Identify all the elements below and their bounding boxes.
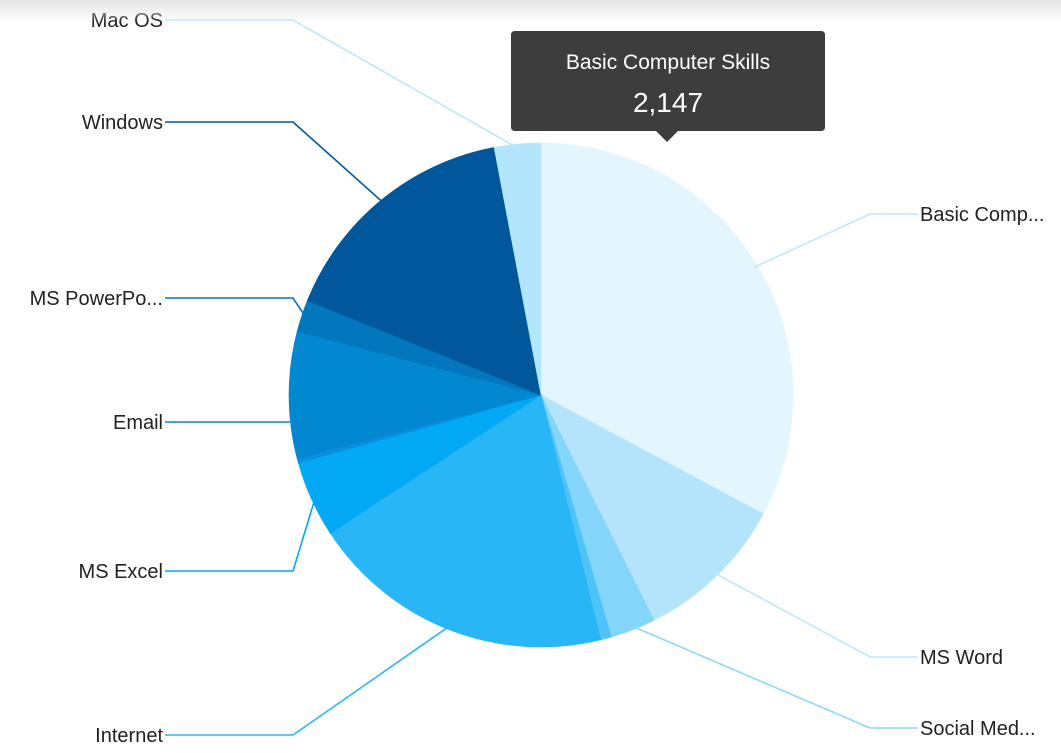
tooltip-value: 2,147 <box>633 87 703 118</box>
tooltip-title: Basic Computer Skills <box>566 51 770 74</box>
slice-label-ms-word: MS Word <box>920 647 1003 669</box>
leader-line-windows <box>165 121 385 204</box>
tooltip-box <box>511 31 825 142</box>
slice-label-basic-computer-skills: Basic Comp... <box>920 204 1044 226</box>
pie-slice-ms-word[interactable] <box>540 394 764 621</box>
slice-label-windows: Windows <box>82 112 163 134</box>
leader-line-internet <box>165 625 451 736</box>
leader-line-email <box>165 394 294 423</box>
leader-line-social-media <box>631 625 918 729</box>
leader-line-mac-os <box>165 19 519 149</box>
slice-label-ms-powerpoint: MS PowerPo... <box>30 288 163 310</box>
slice-label-ms-excel: MS Excel <box>79 561 163 583</box>
pie-slice-email[interactable] <box>288 331 543 459</box>
slice-label-internet: Internet <box>95 725 163 747</box>
leader-line-ms-powerpoint <box>165 297 307 318</box>
leader-line-basic-computer-skills <box>753 213 918 269</box>
slice-label-email: Email <box>113 412 163 434</box>
leader-line-ms-excel <box>165 497 317 572</box>
pie-slice-mac-os[interactable] <box>493 142 542 396</box>
top-shadow <box>0 0 1061 22</box>
slice-label-social-media: Social Med... <box>920 718 1036 740</box>
tooltip: Basic Computer Skills 2,147 <box>511 31 825 142</box>
pie-slice-internet[interactable] <box>329 394 602 648</box>
pie-slices <box>288 142 794 648</box>
leader-line-ms-word <box>713 571 918 658</box>
